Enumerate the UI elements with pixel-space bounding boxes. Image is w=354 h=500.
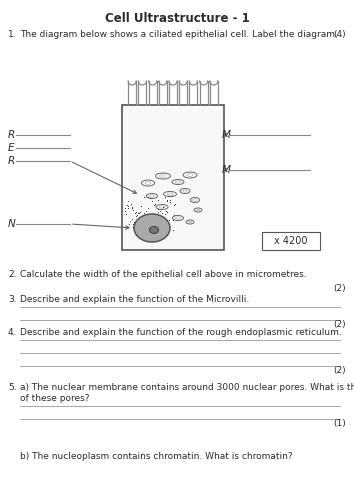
- Ellipse shape: [187, 174, 193, 176]
- Ellipse shape: [164, 192, 177, 196]
- Text: M: M: [222, 165, 231, 175]
- Ellipse shape: [156, 204, 168, 210]
- Text: Cell Ultrastructure - 1: Cell Ultrastructure - 1: [105, 12, 249, 24]
- Text: (4): (4): [333, 30, 346, 39]
- Ellipse shape: [193, 199, 197, 201]
- Ellipse shape: [159, 206, 165, 208]
- Ellipse shape: [172, 180, 184, 184]
- Text: (2): (2): [333, 320, 346, 329]
- Text: N: N: [8, 219, 16, 229]
- Text: 1.: 1.: [8, 30, 17, 39]
- Ellipse shape: [183, 190, 187, 192]
- Text: b) The nucleoplasm contains chromatin. What is chromatin?: b) The nucleoplasm contains chromatin. W…: [20, 452, 293, 461]
- Ellipse shape: [176, 217, 181, 219]
- Text: a) The nuclear membrane contains around 3000 nuclear pores. What is the function: a) The nuclear membrane contains around …: [20, 383, 354, 392]
- Ellipse shape: [142, 180, 154, 186]
- Ellipse shape: [186, 220, 194, 224]
- Text: 3.: 3.: [8, 295, 17, 304]
- Ellipse shape: [147, 216, 157, 220]
- Ellipse shape: [155, 173, 171, 179]
- Text: The diagram below shows a ciliated epithelial cell. Label the diagram.: The diagram below shows a ciliated epith…: [20, 30, 338, 39]
- Ellipse shape: [190, 198, 200, 202]
- Text: of these pores?: of these pores?: [20, 394, 90, 403]
- Ellipse shape: [183, 172, 197, 178]
- Text: x 4200: x 4200: [274, 236, 308, 246]
- Ellipse shape: [180, 188, 190, 194]
- Text: Calculate the width of the epithelial cell above in micrometres.: Calculate the width of the epithelial ce…: [20, 270, 307, 279]
- Text: R: R: [8, 130, 15, 140]
- Ellipse shape: [194, 208, 202, 212]
- Text: E: E: [8, 143, 15, 153]
- Ellipse shape: [167, 193, 173, 195]
- Text: R: R: [8, 156, 15, 166]
- Ellipse shape: [196, 209, 200, 211]
- Text: Describe and explain the function of the Microvilli.: Describe and explain the function of the…: [20, 295, 249, 304]
- Text: (2): (2): [333, 284, 346, 293]
- Ellipse shape: [145, 182, 151, 184]
- Ellipse shape: [149, 195, 154, 197]
- Ellipse shape: [150, 217, 154, 219]
- Ellipse shape: [147, 194, 158, 198]
- Ellipse shape: [134, 214, 170, 242]
- Text: (2): (2): [333, 366, 346, 375]
- Ellipse shape: [188, 221, 192, 223]
- Text: 5.: 5.: [8, 383, 17, 392]
- Ellipse shape: [160, 174, 166, 178]
- Text: 4.: 4.: [8, 328, 17, 337]
- Text: (1): (1): [333, 419, 346, 428]
- Text: 2.: 2.: [8, 270, 17, 279]
- Ellipse shape: [175, 181, 181, 183]
- Text: M: M: [222, 130, 231, 140]
- Ellipse shape: [172, 216, 183, 220]
- Text: Describe and explain the function of the rough endoplasmic reticulum.: Describe and explain the function of the…: [20, 328, 342, 337]
- Bar: [122, 105, 224, 250]
- Bar: [262, 232, 320, 250]
- Ellipse shape: [149, 226, 159, 234]
